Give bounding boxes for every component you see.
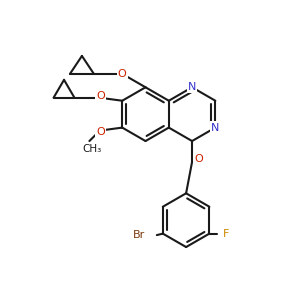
Text: O: O: [194, 154, 203, 164]
Text: F: F: [223, 229, 229, 238]
Text: Br: Br: [133, 230, 145, 240]
Text: N: N: [211, 123, 220, 133]
Text: O: O: [96, 91, 105, 101]
Text: N: N: [188, 82, 196, 92]
Text: O: O: [96, 127, 105, 137]
Text: O: O: [118, 69, 127, 79]
Text: CH₃: CH₃: [82, 144, 101, 154]
